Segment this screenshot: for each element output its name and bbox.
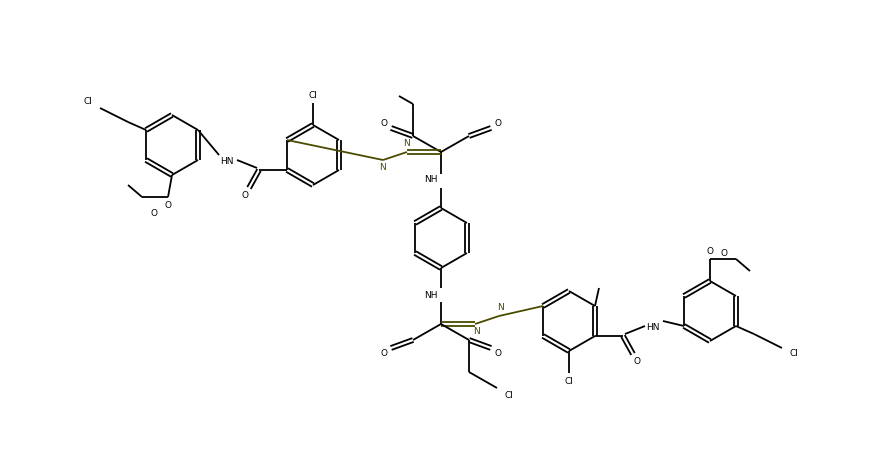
Text: HN: HN	[220, 158, 234, 167]
Text: O: O	[706, 247, 713, 256]
Text: N: N	[472, 327, 479, 337]
Text: O: O	[381, 119, 388, 128]
Text: N: N	[403, 139, 410, 149]
Text: O: O	[150, 208, 157, 218]
Text: NH: NH	[424, 291, 438, 300]
Text: O: O	[494, 119, 502, 128]
Text: NH: NH	[424, 176, 438, 185]
Text: Cl: Cl	[308, 90, 317, 99]
Text: O: O	[242, 191, 248, 200]
Text: N: N	[496, 304, 503, 313]
Text: Cl: Cl	[84, 98, 93, 107]
Text: O: O	[164, 200, 171, 209]
Text: Cl: Cl	[564, 377, 573, 386]
Text: Cl: Cl	[789, 349, 798, 358]
Text: Cl: Cl	[504, 391, 513, 400]
Text: O: O	[633, 357, 640, 367]
Text: HN: HN	[646, 324, 660, 333]
Text: O: O	[494, 348, 502, 357]
Text: O: O	[381, 348, 388, 357]
Text: N: N	[379, 163, 385, 172]
Text: O: O	[164, 200, 171, 209]
Text: O: O	[721, 248, 728, 258]
